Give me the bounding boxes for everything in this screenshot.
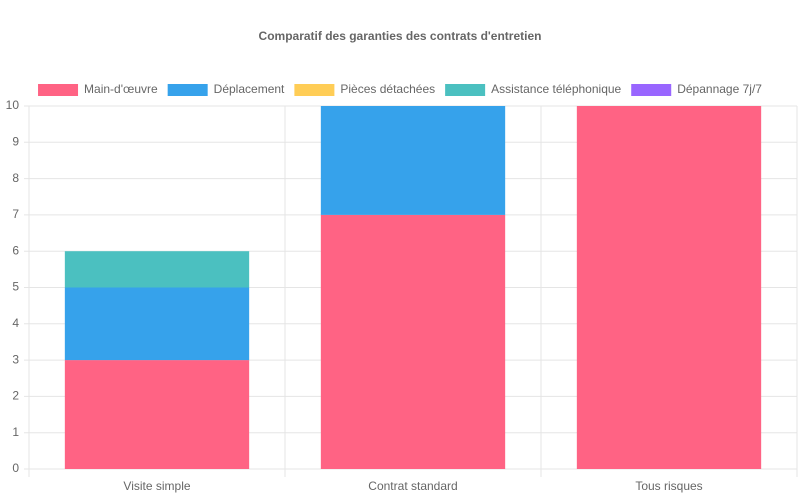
y-tick-label: 3: [12, 352, 19, 366]
chart-title: Comparatif des garanties des contrats d'…: [259, 29, 542, 43]
y-tick-label: 7: [12, 207, 19, 221]
y-tick-label: 5: [12, 280, 19, 294]
legend-swatch: [631, 84, 672, 96]
x-tick-label: Contrat standard: [368, 479, 457, 493]
bar-segment: [576, 106, 762, 469]
legend-label: Assistance téléphonique: [491, 82, 621, 96]
y-tick-label: 4: [12, 316, 19, 330]
y-tick-label: 9: [12, 134, 19, 148]
x-tick-label: Tous risques: [635, 479, 702, 493]
bar-segment: [64, 360, 250, 469]
y-tick-label: 6: [12, 243, 19, 257]
bar-segment: [320, 214, 506, 469]
legend-label: Dépannage 7j/7: [677, 82, 762, 96]
legend-label: Main-d'œuvre: [84, 82, 158, 96]
bar-segment: [64, 287, 250, 361]
y-tick-label: 1: [12, 425, 19, 439]
y-tick-label: 10: [6, 98, 20, 112]
legend-swatch: [167, 84, 208, 96]
y-tick-label: 2: [12, 389, 19, 403]
legend: Main-d'œuvre Déplacement Pièces détachées A…: [38, 82, 762, 96]
legend-swatch: [38, 84, 79, 96]
bar-segment: [320, 106, 506, 215]
bar-segment: [64, 251, 250, 288]
legend-label: Pièces détachées: [340, 82, 435, 96]
y-tick-label: 0: [12, 461, 19, 475]
legend-swatch: [445, 84, 486, 96]
legend-label: Déplacement: [214, 82, 285, 96]
y-tick-label: 8: [12, 171, 19, 185]
x-tick-label: Visite simple: [123, 479, 190, 493]
legend-swatch: [294, 84, 335, 96]
